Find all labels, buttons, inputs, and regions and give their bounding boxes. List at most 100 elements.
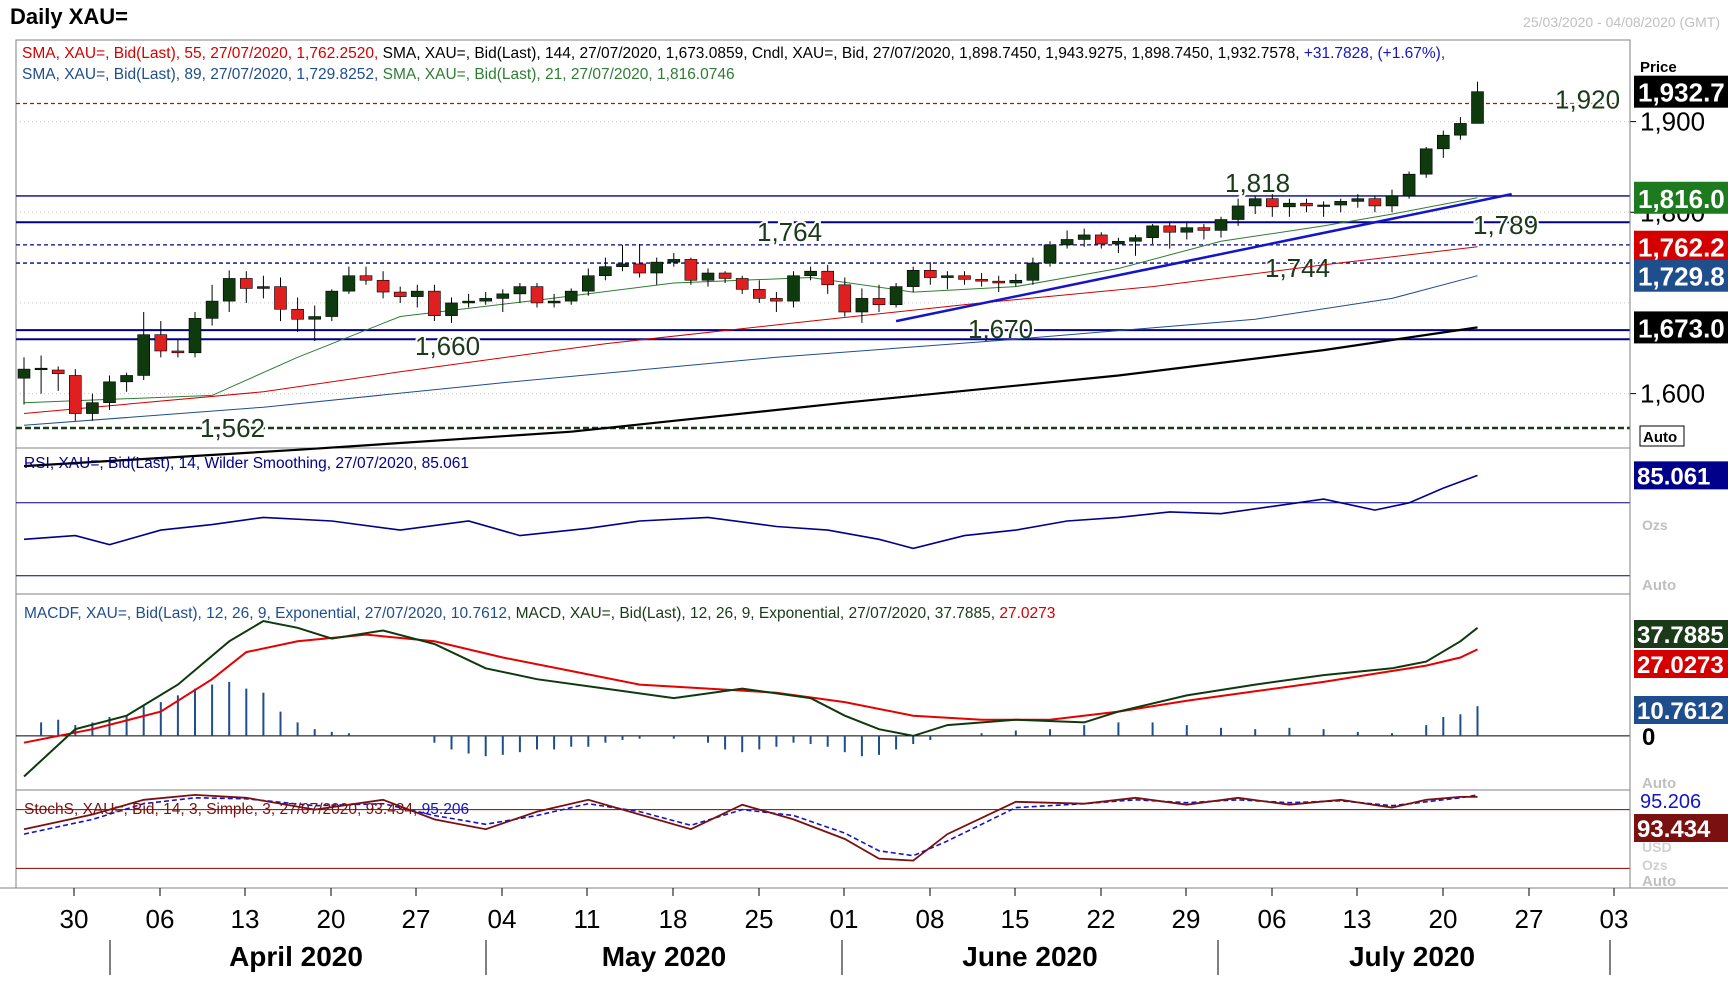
- candle-body: [1077, 234, 1091, 240]
- x-day-label: 06: [1258, 904, 1287, 934]
- candle-body: [325, 290, 339, 317]
- level-label-1920: 1,920: [1555, 84, 1620, 114]
- macd-zero-label: 0: [1642, 724, 1655, 751]
- candle-body: [1060, 239, 1074, 246]
- stoch-k-badge-text: 93.434: [1637, 816, 1711, 843]
- price-legend-line2-part: SMA, XAU=, Bid(Last), 89, 27/07/2020, 1,…: [22, 66, 383, 83]
- price-axis-tick-label: 1,600: [1640, 379, 1705, 409]
- candle-body: [1163, 225, 1176, 233]
- price-auto-label: Auto: [1643, 429, 1677, 446]
- candle-body: [1437, 134, 1450, 150]
- candle-body: [359, 275, 373, 281]
- x-day-label: 13: [231, 904, 260, 934]
- candle-body: [274, 286, 287, 310]
- x-day-label: 18: [659, 904, 688, 934]
- candle-body: [393, 291, 407, 297]
- candle-body: [1266, 198, 1279, 208]
- x-month-label: June 2020: [962, 941, 1097, 972]
- candle-body: [650, 261, 664, 274]
- price-axis-tick-label: 1,900: [1640, 107, 1705, 137]
- stoch-auto-label: Auto: [1642, 873, 1676, 890]
- candle-body: [1146, 225, 1159, 238]
- x-day-label: 03: [1600, 904, 1629, 934]
- stoch-legend-part: StochS, XAU=, Bid, 14, 3, Simple, 3, 27/…: [24, 801, 366, 818]
- candle-body: [1454, 123, 1467, 136]
- rsi-line: [23, 474, 1478, 550]
- price-badge-text: 1,729.8: [1638, 262, 1725, 292]
- candle-body: [445, 302, 458, 316]
- candle-body: [599, 266, 612, 277]
- candle-body: [770, 298, 783, 302]
- candle-body: [513, 286, 527, 295]
- candle-body: [120, 375, 133, 383]
- candle-body: [240, 278, 253, 289]
- candle-body: [376, 279, 390, 293]
- macd-signal-line: [23, 633, 1478, 744]
- candle-body: [547, 300, 561, 304]
- macd-badge-text: 37.7885: [1637, 622, 1724, 649]
- candle-body: [1351, 198, 1365, 202]
- candle-body: [86, 402, 99, 414]
- stoch-d-badge-text: 95.206: [1640, 791, 1701, 813]
- candle-body: [530, 286, 544, 304]
- price-legend-line1-part: SMA, XAU=, Bid(Last), 55, 27/07/2020, 1,…: [22, 45, 383, 62]
- panel-frame-price: [15, 39, 1631, 449]
- candle-body: [1009, 279, 1023, 284]
- sma21-line: [23, 197, 1478, 404]
- x-day-label: 06: [146, 904, 175, 934]
- price-axis-title: Price: [1640, 59, 1677, 76]
- macd-badge-bg: [1634, 650, 1728, 678]
- candle-body: [787, 275, 800, 302]
- sma89-line: [23, 275, 1478, 426]
- chart-title: Daily XAU=: [10, 4, 128, 29]
- candle-body: [1248, 198, 1262, 207]
- candle-body: [752, 289, 766, 299]
- candle-body: [137, 334, 150, 376]
- price-badge-text: 1,673.0: [1638, 313, 1725, 343]
- level-label-1818: 1,818: [1225, 168, 1290, 198]
- x-month-label: April 2020: [229, 941, 363, 972]
- price-badge-bg: [1634, 181, 1728, 214]
- x-month-label: July 2020: [1349, 941, 1475, 972]
- macd-legend: MACDF, XAU=, Bid(Last), 12, 26, 9, Expon…: [24, 605, 1055, 622]
- candle-body: [257, 286, 270, 289]
- candle-body: [462, 300, 475, 304]
- candle-body: [804, 270, 817, 277]
- candle-body: [154, 334, 168, 352]
- macd-histogram: [40, 681, 1479, 757]
- stoch-d-line: [23, 794, 1478, 857]
- candle-body: [872, 298, 886, 306]
- candle-body: [103, 381, 116, 403]
- rsi-axis-unit: Ozs: [1642, 517, 1668, 533]
- candle-body: [1300, 202, 1313, 207]
- candle-body: [975, 279, 988, 282]
- candle-body: [735, 278, 749, 290]
- stoch-legend-part: 95.206: [422, 801, 469, 818]
- stoch-axis-unit2: Ozs: [1642, 857, 1668, 873]
- candle-body: [342, 275, 356, 292]
- candle-body: [308, 316, 322, 320]
- candle-body: [701, 272, 715, 281]
- price-legend-line1-part: SMA, XAU=, Bid(Last), 144, 27/07/2020, 1…: [383, 45, 752, 62]
- candle-body: [1283, 202, 1296, 208]
- price-auto-box: [1639, 425, 1685, 447]
- x-day-label: 27: [1515, 904, 1544, 934]
- candle-body: [941, 275, 954, 278]
- candle-body: [17, 368, 31, 379]
- candle-body: [1471, 91, 1484, 124]
- price-badge-bg: [1634, 230, 1728, 263]
- candle-body: [410, 290, 424, 297]
- x-day-label: 30: [60, 904, 89, 934]
- candle-body: [1231, 205, 1245, 220]
- candle-body: [1334, 201, 1347, 206]
- macd-line: [23, 619, 1479, 778]
- price-badge-bg: [1634, 75, 1728, 108]
- rsi-badge-bg: [1634, 461, 1728, 490]
- macd-badge-bg: [1634, 696, 1728, 724]
- candle-body: [291, 308, 304, 320]
- x-day-label: 20: [317, 904, 346, 934]
- candle-body: [821, 270, 835, 286]
- x-day-label: 29: [1172, 904, 1201, 934]
